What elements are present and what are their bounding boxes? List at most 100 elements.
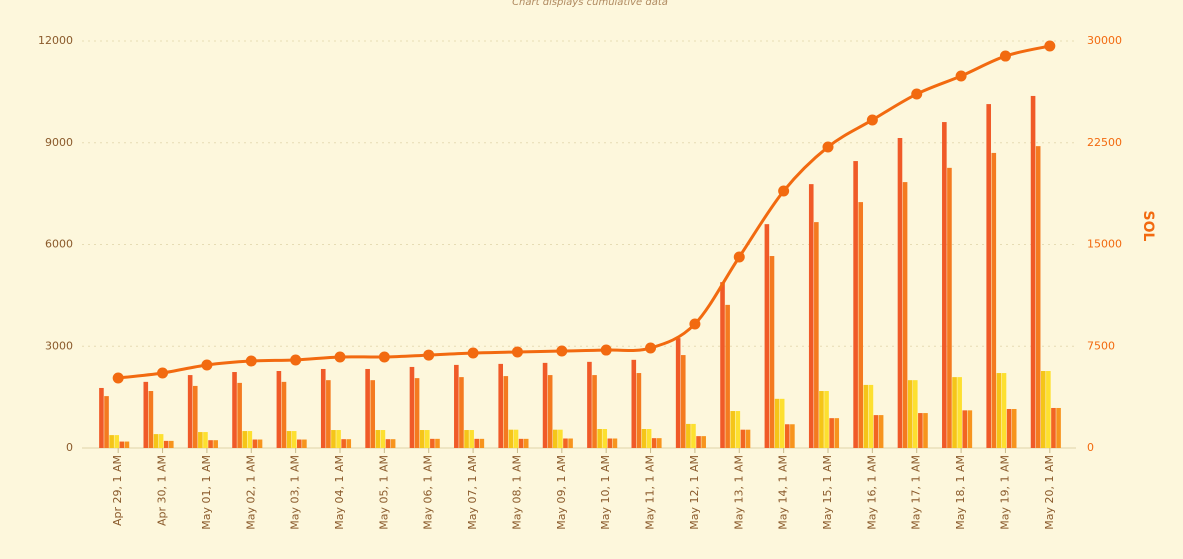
x-tick-label: Apr 30, 1 AM [156, 455, 169, 526]
line-point [334, 351, 346, 363]
y2-tick-label: 7500 [1087, 339, 1115, 352]
line-point [112, 372, 124, 384]
bar [764, 224, 770, 448]
bar [213, 440, 218, 448]
bar [592, 375, 597, 448]
bar [419, 430, 425, 448]
x-tick-label: May 17, 1 AM [910, 455, 923, 530]
bar [735, 411, 741, 448]
bar [409, 366, 415, 448]
bar [691, 423, 696, 448]
line-point [733, 251, 745, 263]
bar [414, 378, 420, 448]
bar [942, 122, 947, 448]
bar [276, 371, 282, 448]
bar [1056, 407, 1061, 448]
bar [163, 440, 169, 448]
line-point [778, 185, 790, 197]
bar [740, 429, 746, 448]
bar [912, 380, 918, 448]
y2-tick-label: 22500 [1087, 136, 1122, 149]
bar [868, 384, 874, 448]
line-point [290, 354, 302, 366]
bar [104, 396, 109, 448]
bar [320, 368, 326, 448]
bar [680, 355, 686, 448]
bar [109, 435, 114, 448]
x-tick-label: Apr 29, 1 AM [111, 455, 124, 526]
bar [902, 182, 908, 449]
y2-axis-label: SOL [1140, 211, 1156, 242]
y-tick-label: 3000 [45, 339, 73, 352]
bar [863, 384, 869, 448]
bar [464, 430, 469, 448]
bar [124, 441, 130, 448]
bar [203, 432, 208, 448]
line-point [423, 349, 435, 361]
bar [148, 391, 154, 448]
y2-tick-label: 30000 [1087, 34, 1122, 47]
bar [336, 430, 341, 448]
x-tick-label: May 03, 1 AM [289, 455, 302, 530]
bar [331, 430, 336, 448]
x-tick-label: May 01, 1 AM [200, 455, 213, 530]
bar [208, 440, 213, 448]
bar [390, 439, 396, 448]
bar [242, 431, 248, 448]
bar [696, 436, 701, 448]
bar [631, 359, 637, 448]
x-tick-label: May 16, 1 AM [865, 455, 878, 530]
bar [547, 375, 553, 448]
line-point [511, 346, 523, 358]
bar [947, 167, 952, 448]
bar [790, 424, 795, 448]
line-point [245, 355, 257, 367]
x-tick-label: May 19, 1 AM [998, 455, 1011, 530]
bar [385, 439, 391, 448]
bar [542, 362, 548, 448]
chart-subtitle: Chart displays cumulative data [512, 0, 668, 8]
bar [558, 429, 563, 448]
x-tick-label: May 20, 1 AM [1043, 455, 1056, 530]
bar [858, 202, 864, 448]
bar [257, 439, 263, 448]
bar [962, 410, 968, 448]
bar [819, 391, 824, 448]
bar [923, 413, 928, 448]
bar [302, 439, 307, 448]
y2-tick-label: 0 [1087, 441, 1094, 454]
x-tick-label: May 05, 1 AM [377, 455, 390, 530]
bar [143, 381, 149, 448]
line-point [1044, 40, 1056, 52]
bar [375, 430, 381, 448]
y-tick-label: 0 [66, 441, 73, 454]
bar [878, 415, 884, 448]
bar [513, 429, 519, 448]
line-point [556, 345, 568, 357]
bar [552, 429, 558, 448]
bar [991, 152, 997, 449]
bar [459, 377, 464, 448]
bar [341, 439, 346, 448]
bar [1046, 371, 1051, 448]
bar [808, 184, 814, 448]
bar [675, 338, 681, 448]
bar [1011, 408, 1017, 448]
bar [834, 418, 840, 448]
line-point [600, 344, 612, 356]
bar [1030, 95, 1036, 448]
x-tick-label: May 09, 1 AM [555, 455, 568, 530]
bar [897, 138, 903, 449]
line-point [645, 342, 657, 354]
x-tick-label: May 15, 1 AM [821, 455, 834, 530]
y-tick-label: 6000 [45, 238, 73, 251]
bar [967, 410, 973, 448]
bar [774, 398, 780, 448]
bar [720, 282, 725, 448]
bar [607, 438, 613, 448]
bar [247, 431, 253, 448]
bar [996, 373, 1002, 448]
y-tick-label: 12000 [38, 34, 73, 47]
line-point [467, 347, 479, 359]
